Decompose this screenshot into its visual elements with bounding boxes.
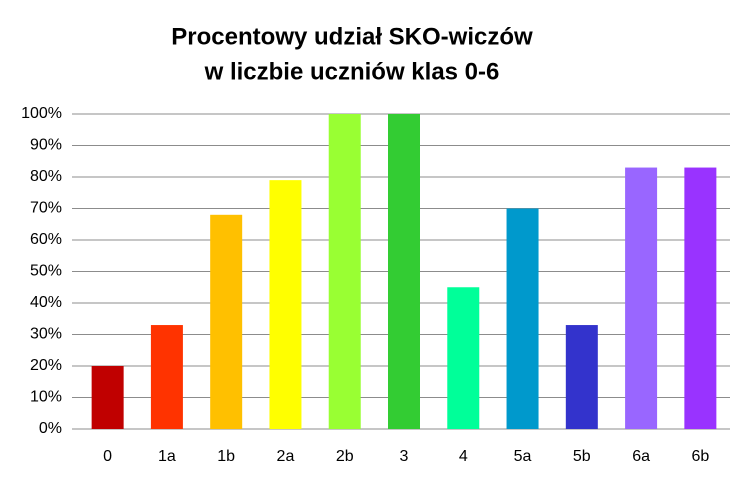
bar [388,114,420,429]
bar [91,366,124,429]
x-tick-label: 5b [573,448,591,465]
x-tick-label: 6a [632,448,650,465]
y-tick-label: 30% [30,326,62,343]
bar [625,167,658,430]
y-tick-label: 70% [30,200,62,217]
x-tick-label: 1b [217,448,235,465]
chart-title: w liczbie uczniów klas 0-6 [204,58,500,85]
bar [210,214,243,429]
y-tick-label: 100% [21,105,62,122]
y-tick-label: 80% [30,168,62,185]
y-tick-label: 0% [39,420,62,437]
x-tick-label: 5a [514,448,532,465]
bar [328,114,361,429]
x-tick-label: 1a [158,448,176,465]
bar [684,167,717,430]
bar [565,325,598,429]
bar [447,287,480,429]
x-tick-label: 4 [459,448,468,465]
y-tick-label: 20% [30,357,62,374]
x-tick-label: 2a [277,448,295,465]
x-tick-label: 3 [400,448,409,465]
y-tick-label: 40% [30,294,62,311]
bar [506,208,539,429]
y-tick-label: 90% [30,137,62,154]
bar [269,180,302,429]
bar [150,325,183,429]
y-tick-label: 60% [30,231,62,248]
x-tick-label: 6b [691,448,709,465]
chart-title: Procentowy udział SKO-wiczów [171,23,533,50]
y-tick-label: 10% [30,389,62,406]
y-tick-label: 50% [30,263,62,280]
x-tick-label: 2b [336,448,354,465]
x-tick-label: 0 [103,448,112,465]
